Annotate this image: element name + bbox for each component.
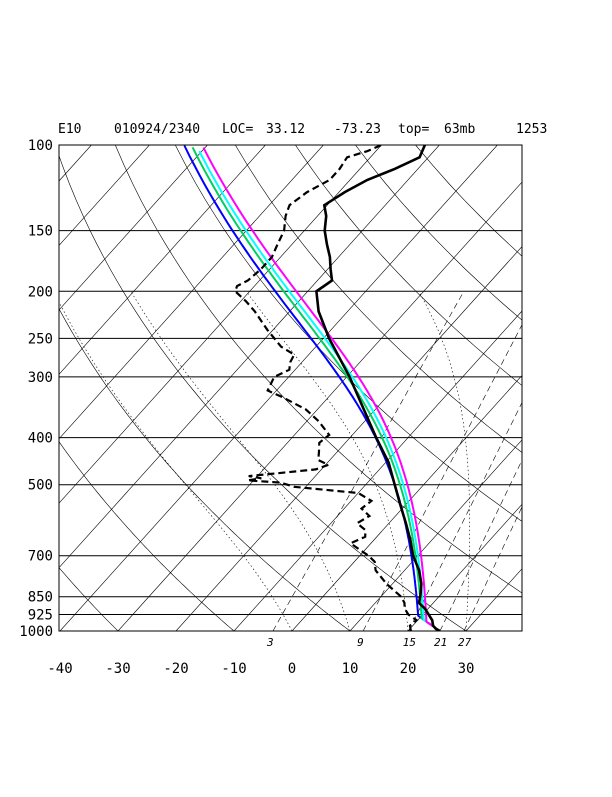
mixing-ratio-labels: 3 9 15 21 27 [266,636,472,649]
isotherm-line [408,145,612,631]
temperature-tick-label: -40 [47,661,72,677]
loc-label: LOC= [222,122,253,137]
pressure-tick-label: 700 [28,549,53,565]
pressure-tick-label: 250 [28,331,53,347]
isotherm-line [0,145,381,631]
pressure-tick-label: 925 [28,608,53,624]
pressure-tick-label: 300 [28,370,53,386]
chart-header: E10 010924/2340 LOC= 33.12 -73.23 top= 6… [58,122,547,137]
dry-adiabat-line [235,145,612,631]
temperature-tick-label: 10 [342,661,359,677]
mixing-ratio-label: 15 [403,636,416,649]
mixing-ratio-line [363,291,539,631]
isotherm-line [292,145,612,631]
mixing-ratio-label: 21 [434,636,447,649]
dry-adiabat-line [55,145,466,631]
mixing-ratio-label: 3 [266,636,274,649]
lat-value: 33.12 [266,122,305,137]
isotherm-line [60,145,497,631]
pressure-tick-label: 200 [28,284,53,300]
temperature-tick-label: 30 [458,661,475,677]
parcel-trace-line [184,146,440,632]
lon-value: -73.23 [334,122,381,137]
datetime-label: 010924/2340 [114,122,200,137]
pressure-tick-label: 1000 [19,624,53,640]
pressure-tick-label: 400 [28,431,53,447]
dry-adiabat-line [175,145,612,631]
top-value: 63mb [444,122,475,137]
isotherm-line [118,145,555,631]
dry-adiabat-line [115,145,582,631]
mixing-ratio-line [273,291,464,631]
pressure-tick-label: 850 [28,590,53,606]
isotherm-line [0,145,149,631]
isotherm-line [176,145,612,631]
isotherm-line [582,145,612,631]
top-label: top= [398,122,429,137]
isotherm-line [350,145,612,631]
temperature-tick-label: 0 [288,661,296,677]
isotherm-line [2,145,439,631]
mixing-ratio-label: 27 [458,636,472,649]
dry-adiabat-line [355,145,612,631]
isotherm-line [524,145,612,631]
pressure-tick-label: 500 [28,478,53,494]
thermo-background [0,145,612,631]
temperature-axis: -40 -30 -20 -10 0 10 20 30 [47,661,474,677]
pressure-tick-label: 100 [28,138,53,154]
pressure-tick-label: 150 [28,224,53,240]
temperature-tick-label: -30 [105,661,130,677]
temperature-tick-label: -10 [221,661,246,677]
moist-adiabat-line [54,291,293,631]
isotherm-line [466,145,612,631]
dry-adiabat-line [295,145,612,631]
temperature-tick-label: -20 [163,661,188,677]
temperature-tick-label: 20 [400,661,417,677]
mixing-ratio-line [464,291,612,631]
parcel-trace-line [193,147,440,631]
sounding-count: 1253 [516,122,547,137]
profile-lines [184,145,440,631]
isotherm-line [234,145,612,631]
moist-adiabat-line [419,291,470,631]
mixing-ratio-label: 9 [357,636,364,649]
station-label: E10 [58,122,81,137]
mixing-ratio-line [409,291,577,631]
